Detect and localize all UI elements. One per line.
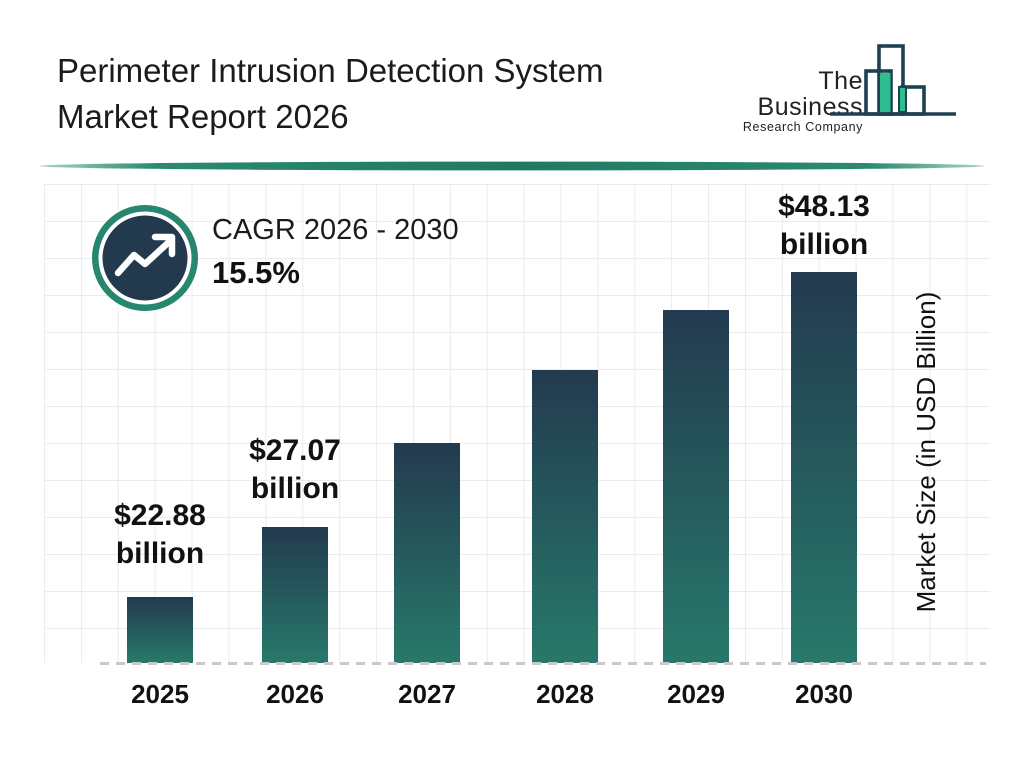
logo-bars-icon xyxy=(830,44,956,116)
company-logo: The Business Research Company xyxy=(725,40,987,134)
page-title-line2: Market Report 2026 xyxy=(57,98,349,135)
bar-2028 xyxy=(532,370,598,663)
company-subname: Research Company xyxy=(742,120,863,134)
bar-value-label-2025: $22.88 billion xyxy=(80,497,240,573)
bar-column-2030: $48.13 billion 2030 xyxy=(754,184,894,709)
bar-value-amount: $48.13 xyxy=(778,190,870,223)
bar-value-unit: billion xyxy=(779,228,869,261)
company-logo-text: The Business Research Company xyxy=(733,68,863,134)
x-tick-2028: 2028 xyxy=(536,679,594,709)
bar-value-amount: $22.88 xyxy=(114,499,206,532)
page-title-line1: Perimeter Intrusion Detection System xyxy=(57,52,604,89)
x-tick-2029: 2029 xyxy=(667,679,725,709)
bar-column-2025: $22.88 billion 2025 xyxy=(90,184,230,709)
chart-area: $22.88 billion 2025 $27.07 billion 2026 2027 20… xyxy=(44,184,990,709)
y-axis-label: Market Size (in USD Billion) xyxy=(911,291,941,613)
bar-2029 xyxy=(663,310,729,663)
bar-column-2028: 2028 xyxy=(495,184,635,709)
bar-value-label-2030: $48.13 billion xyxy=(744,188,904,264)
cagr-value: 15.5% xyxy=(212,255,300,290)
bar-column-2029: 2029 xyxy=(626,184,766,709)
x-tick-2025: 2025 xyxy=(131,679,189,709)
cagr-text-block: CAGR 2026 - 2030 15.5% xyxy=(212,213,459,290)
bar-2030 xyxy=(791,272,857,663)
divider-swoosh xyxy=(39,161,985,171)
bar-2027 xyxy=(394,443,460,663)
bar-2026 xyxy=(262,527,328,663)
x-axis-baseline xyxy=(100,662,986,665)
page-title: Perimeter Intrusion Detection System Mar… xyxy=(57,48,604,140)
bar-column-2026: $27.07 billion 2026 xyxy=(225,184,365,709)
x-tick-2030: 2030 xyxy=(795,679,853,709)
bar-value-amount: $27.07 xyxy=(249,434,341,467)
bar-value-unit: billion xyxy=(250,472,340,505)
bar-value-label-2026: $27.07 billion xyxy=(215,432,375,508)
trending-up-icon xyxy=(92,205,198,311)
bar-value-unit: billion xyxy=(115,537,205,570)
bar-2025 xyxy=(127,597,193,663)
cagr-period-label: CAGR 2026 - 2030 xyxy=(212,214,459,246)
x-tick-2027: 2027 xyxy=(398,679,456,709)
bar-column-2027: 2027 xyxy=(357,184,497,709)
x-tick-2026: 2026 xyxy=(266,679,324,709)
cagr-badge xyxy=(92,205,198,311)
